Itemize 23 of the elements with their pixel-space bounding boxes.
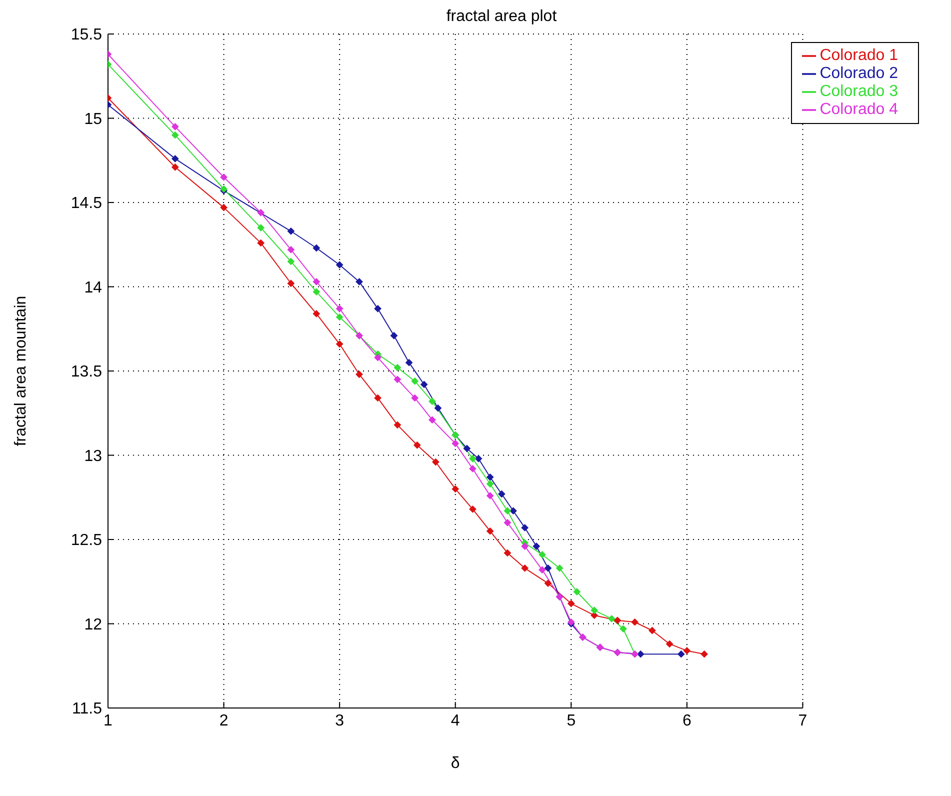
x-tick-label: 2 xyxy=(219,712,228,730)
y-tick-label: 13 xyxy=(84,448,102,465)
y-tick-label: 14.5 xyxy=(70,195,102,212)
legend-label: Colorado 4 xyxy=(820,101,898,118)
x-tick-label: 7 xyxy=(798,712,808,730)
y-tick-label: 15 xyxy=(84,110,102,128)
x-axis-title: δ xyxy=(450,755,460,772)
y-tick-label: 14 xyxy=(84,279,102,296)
y-tick-label: 12.5 xyxy=(70,532,102,550)
y-axis-title: fractal area mountain xyxy=(12,296,30,446)
legend-label: Colorado 1 xyxy=(820,47,898,64)
x-tick-label: 6 xyxy=(682,712,692,730)
legend-label: Colorado 3 xyxy=(820,83,898,100)
y-tick-label: 13.5 xyxy=(70,364,102,381)
y-tick-label: 12 xyxy=(84,616,102,634)
x-tick-label: 5 xyxy=(566,712,576,730)
y-tick-label: 15.5 xyxy=(70,26,102,44)
chart-title: fractal area plot xyxy=(445,8,558,26)
x-tick-label: 4 xyxy=(450,712,460,730)
x-tick-label: 1 xyxy=(104,712,113,730)
legend-label: Colorado 2 xyxy=(820,65,898,82)
y-tick-label: 11.5 xyxy=(72,700,102,718)
x-tick-label: 3 xyxy=(335,712,344,730)
